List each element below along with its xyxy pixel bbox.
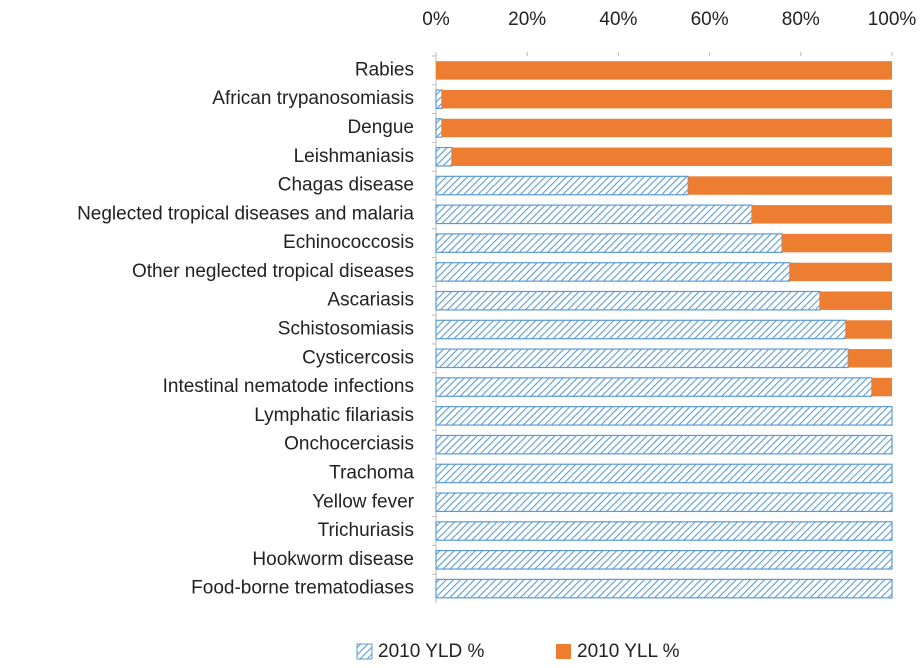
bar-segment bbox=[435, 492, 893, 513]
bar-segment bbox=[752, 205, 892, 224]
y-tick-label: Trichuriasis bbox=[318, 520, 414, 541]
bar-segment bbox=[435, 175, 689, 196]
legend-label: 2010 YLD % bbox=[378, 641, 484, 662]
y-tick-label: Leishmaniasis bbox=[294, 146, 414, 167]
bar-segment bbox=[435, 406, 893, 426]
bar-segment bbox=[848, 349, 892, 368]
y-tick-label: Schistosomiasis bbox=[278, 319, 414, 340]
bar-segment bbox=[435, 204, 753, 225]
y-tick-label: Rabies bbox=[355, 59, 414, 80]
bar-segment bbox=[435, 377, 873, 397]
bar-segment bbox=[435, 290, 821, 311]
y-tick-label: Food-borne trematodiases bbox=[191, 578, 414, 599]
bar-segment bbox=[436, 61, 892, 80]
y-tick-label: Onchocerciasis bbox=[284, 434, 414, 455]
bar-segment bbox=[435, 434, 893, 455]
bar-segment bbox=[845, 320, 892, 339]
bar-segment bbox=[441, 118, 892, 138]
bar-segment bbox=[819, 291, 892, 310]
bar-segment bbox=[435, 578, 893, 599]
y-tick-label: African trypanosomiasis bbox=[212, 88, 414, 109]
legend-swatch bbox=[356, 643, 373, 660]
legend-swatch bbox=[556, 644, 571, 659]
y-tick-label: Intestinal nematode infections bbox=[163, 376, 414, 397]
y-tick-label: Cysticercosis bbox=[302, 347, 414, 368]
bar-segment bbox=[435, 233, 783, 253]
bar-segment bbox=[435, 319, 847, 340]
bar-segment bbox=[688, 176, 892, 195]
bar-segment bbox=[435, 262, 791, 282]
x-tick-label: 100% bbox=[868, 9, 917, 30]
x-tick-label: 20% bbox=[508, 9, 546, 30]
y-tick-label: Neglected tropical diseases and malaria bbox=[77, 203, 414, 224]
x-tick-label: 60% bbox=[691, 9, 729, 30]
y-tick-label: Trachoma bbox=[329, 462, 414, 483]
x-tick-label: 0% bbox=[422, 9, 450, 30]
bar-segment bbox=[789, 262, 892, 282]
bar-segment bbox=[435, 348, 849, 369]
y-tick-label: Echinococcosis bbox=[283, 232, 414, 253]
bar-segment bbox=[435, 89, 443, 109]
y-tick-label: Other neglected tropical diseases bbox=[132, 261, 414, 282]
bar-segment bbox=[435, 146, 453, 167]
bar-segment bbox=[435, 521, 893, 541]
y-tick-label: Lymphatic filariasis bbox=[254, 405, 414, 426]
y-tick-label: Chagas disease bbox=[278, 175, 414, 196]
bar-segment bbox=[871, 377, 892, 397]
x-tick-label: 40% bbox=[599, 9, 637, 30]
x-tick-label: 80% bbox=[782, 9, 820, 30]
y-tick-label: Hookworm disease bbox=[252, 549, 414, 570]
legend-label: 2010 YLL % bbox=[577, 641, 680, 662]
y-tick-label: Dengue bbox=[347, 117, 414, 138]
bar-segment bbox=[441, 89, 892, 109]
bar-segment bbox=[435, 463, 893, 484]
y-tick-label: Ascariasis bbox=[327, 290, 414, 311]
bar-segment bbox=[782, 233, 892, 253]
bar-segment bbox=[451, 147, 892, 166]
bar-segment bbox=[435, 550, 893, 570]
bar-segment bbox=[435, 118, 443, 138]
y-tick-label: Yellow fever bbox=[312, 491, 414, 512]
